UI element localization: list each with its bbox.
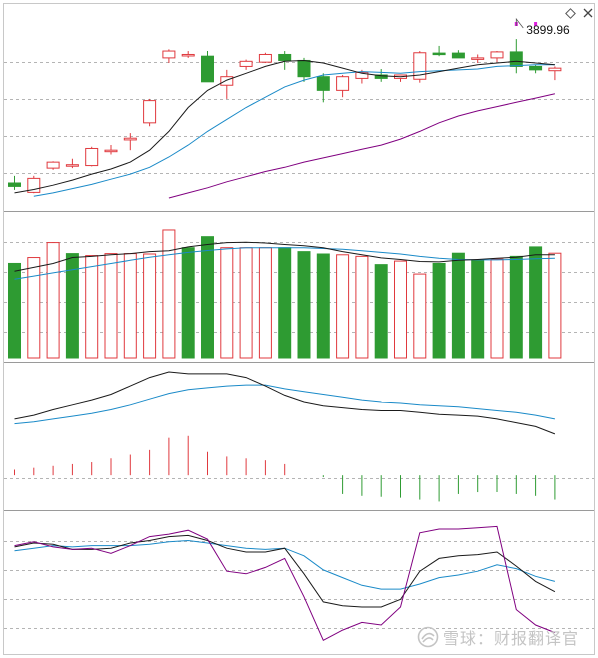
signal-marker (534, 22, 538, 26)
volume-bar-up (85, 255, 99, 359)
settings-diamond-button[interactable] (565, 8, 576, 19)
annotation-pointer (515, 17, 524, 29)
candle-body-down (8, 182, 21, 187)
price-annotation: 3899.96 (515, 17, 570, 37)
price-ma-short-line (14, 59, 555, 194)
candle-body-up (143, 100, 157, 124)
volume-bar-up (355, 255, 369, 359)
volume-bar-up (413, 273, 427, 359)
volume-bar-down (374, 264, 388, 359)
candle-body-up (336, 76, 350, 91)
candle-body-down (509, 51, 523, 67)
volume-bar-up (27, 257, 41, 359)
candle-body-down (297, 59, 311, 78)
candle-body-down (316, 76, 330, 91)
candle-body-down (451, 52, 465, 59)
candle-body-down (529, 65, 543, 71)
panel-dividers (4, 211, 594, 511)
watermark-text: 雪球：财报翻译官 (443, 629, 580, 648)
volume-bar-down (278, 247, 292, 359)
snowball-logo-icon (417, 626, 439, 648)
macd-panel (14, 371, 556, 502)
price-panel (8, 22, 562, 199)
volume-bar-up (220, 247, 234, 359)
macd-dea-line (14, 384, 555, 425)
candle-body-down (278, 53, 292, 61)
candle-body-up (413, 52, 427, 80)
watermark: 雪球：财报翻译官 (417, 625, 579, 649)
volume-bar-down (509, 255, 523, 359)
diamond-icon (565, 8, 576, 19)
volume-bar-up (162, 229, 176, 359)
volume-bar-up (239, 247, 253, 359)
volume-bar-up (46, 242, 60, 359)
close-button[interactable] (582, 6, 594, 20)
volume-bar-up (143, 253, 157, 359)
kdj-panel (14, 525, 556, 641)
volume-bar-down (297, 251, 311, 359)
candle-body-up (104, 149, 118, 153)
kdj-k-line (14, 534, 556, 608)
volume-bar-up (336, 254, 350, 359)
candle-body-down (374, 74, 388, 79)
candle-body-up (181, 53, 195, 57)
chart-frame (3, 3, 595, 655)
candle-body-up (548, 67, 562, 72)
volume-bar-up (548, 252, 562, 359)
max-price-label: 3899.96 (526, 23, 570, 37)
candle-body-up (258, 53, 272, 63)
volume-bar-down (471, 259, 485, 359)
volume-bar-up (258, 247, 272, 359)
candle-body-up (490, 51, 504, 59)
volume-ma-short-line (14, 241, 555, 272)
candle-body-up (471, 57, 485, 60)
volume-bar-up (394, 260, 407, 359)
candle-body-down (201, 55, 214, 83)
volume-bar-down (316, 253, 330, 359)
volume-bar-down (529, 246, 543, 359)
kdj-j-line (14, 525, 556, 641)
candle-body-up (355, 71, 369, 79)
volume-bar-down (432, 262, 446, 359)
candle-body-up (123, 137, 137, 141)
volume-bar-up (104, 253, 118, 359)
macd-dif-line (14, 371, 556, 435)
volume-bar-down (8, 262, 21, 359)
price-ma-long-line (168, 93, 556, 199)
candle-body-up (220, 76, 234, 86)
candle-body-down (432, 52, 446, 56)
volume-bar-down (181, 247, 195, 359)
volume-panel (8, 229, 562, 359)
volume-bar-down (451, 252, 465, 359)
volume-bar-up (490, 258, 504, 359)
candle-body-up (162, 50, 176, 59)
candle-body-up (65, 164, 79, 167)
volume-bar-down (65, 253, 79, 359)
candle-body-up (85, 147, 99, 167)
volume-bar-up (123, 253, 137, 359)
close-icon (583, 8, 593, 18)
price-ma-mid-line (33, 64, 555, 197)
candle-body-up (46, 161, 60, 169)
candle-body-up (239, 60, 253, 67)
volume-bar-down (201, 236, 214, 359)
